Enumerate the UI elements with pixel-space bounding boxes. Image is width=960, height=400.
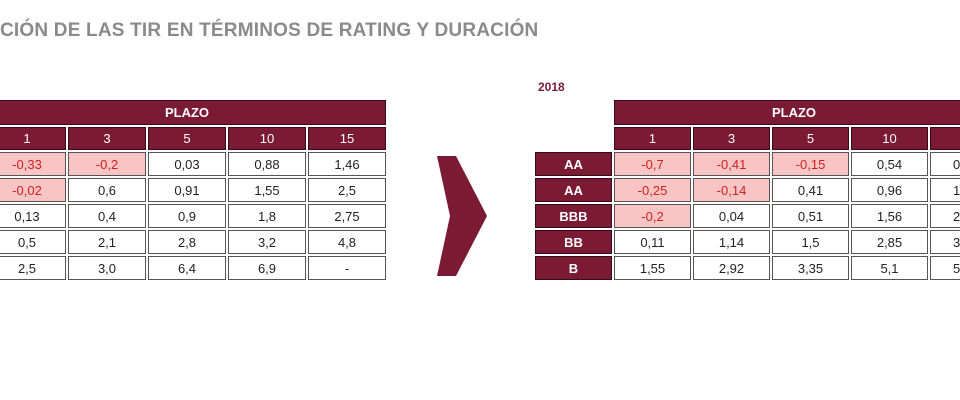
table-cell: 1,14 xyxy=(693,230,770,254)
table-cell: 1,46 xyxy=(308,152,386,176)
table-cell: 5,1 xyxy=(851,256,928,280)
column-header xyxy=(930,127,960,150)
table-header: PLAZO xyxy=(0,100,386,125)
table-cell: -0,02 xyxy=(0,178,66,202)
column-header: 15 xyxy=(308,127,386,150)
table-cell: -0,15 xyxy=(772,152,849,176)
row-label: B xyxy=(535,256,612,280)
column-header: 1 xyxy=(0,127,66,150)
table-cell: -0,33 xyxy=(0,152,66,176)
table-cell: -0,2 xyxy=(614,204,691,228)
table-cell: 2,5 xyxy=(0,256,66,280)
slide-title: CIÓN DE LAS TIR EN TÉRMINOS DE RATING Y … xyxy=(0,20,539,41)
table-cell: 1,56 xyxy=(851,204,928,228)
table-cell: 2,1 xyxy=(68,230,146,254)
table-cell: 6,4 xyxy=(148,256,226,280)
table-cell: 3,2 xyxy=(228,230,306,254)
table-cell: 0,13 xyxy=(0,204,66,228)
row-label: BBB xyxy=(535,204,612,228)
table-cell: 2,8 xyxy=(148,230,226,254)
table-header: PLAZO xyxy=(614,100,960,125)
table-cell: 0,03 xyxy=(148,152,226,176)
column-header: 3 xyxy=(68,127,146,150)
table-cell: 0,88 xyxy=(228,152,306,176)
table-cell: 2,92 xyxy=(693,256,770,280)
table-cell: 0,9 xyxy=(148,204,226,228)
table-cell: 1,5 xyxy=(772,230,849,254)
table-cell: 0,41 xyxy=(772,178,849,202)
column-header: 10 xyxy=(228,127,306,150)
table-cell: 0,11 xyxy=(614,230,691,254)
table-cell: 0,5 xyxy=(0,230,66,254)
table-cell: -0,41 xyxy=(693,152,770,176)
table-cell: 0,6 xyxy=(68,178,146,202)
column-header: 3 xyxy=(693,127,770,150)
column-header: 1 xyxy=(614,127,691,150)
table-cell: 2 xyxy=(930,204,960,228)
row-label: AA xyxy=(535,178,612,202)
table-cell: -0,14 xyxy=(693,178,770,202)
table-cell: 3,0 xyxy=(68,256,146,280)
table-cell: -0,25 xyxy=(614,178,691,202)
row-label: BB xyxy=(535,230,612,254)
table-cell: 2,75 xyxy=(308,204,386,228)
table-cell: 2,5 xyxy=(308,178,386,202)
table-cell: - xyxy=(308,256,386,280)
table-cell: 1,8 xyxy=(228,204,306,228)
column-header: 5 xyxy=(772,127,849,150)
table-cell: 0 xyxy=(930,152,960,176)
table-year: 2018 xyxy=(538,80,565,94)
table-cell: 6,9 xyxy=(228,256,306,280)
table-cell: 0,04 xyxy=(693,204,770,228)
table-cell: 1 xyxy=(930,178,960,202)
table-cell: 0,96 xyxy=(851,178,928,202)
table-cell: 4,8 xyxy=(308,230,386,254)
arrow xyxy=(437,156,487,276)
table-cell: 3 xyxy=(930,230,960,254)
row-label: AA xyxy=(535,152,612,176)
column-header: 5 xyxy=(148,127,226,150)
table-cell: -0,7 xyxy=(614,152,691,176)
table-cell: 1,55 xyxy=(228,178,306,202)
arrow-shape xyxy=(437,156,487,276)
table-cell: 1,55 xyxy=(614,256,691,280)
column-header: 10 xyxy=(851,127,928,150)
table-cell: 0,4 xyxy=(68,204,146,228)
table-cell: 0,51 xyxy=(772,204,849,228)
table-cell: 0,54 xyxy=(851,152,928,176)
table-cell: 0,91 xyxy=(148,178,226,202)
table-cell: 2,85 xyxy=(851,230,928,254)
table-cell: 3,35 xyxy=(772,256,849,280)
table-cell: 5 xyxy=(930,256,960,280)
table-cell: -0,2 xyxy=(68,152,146,176)
